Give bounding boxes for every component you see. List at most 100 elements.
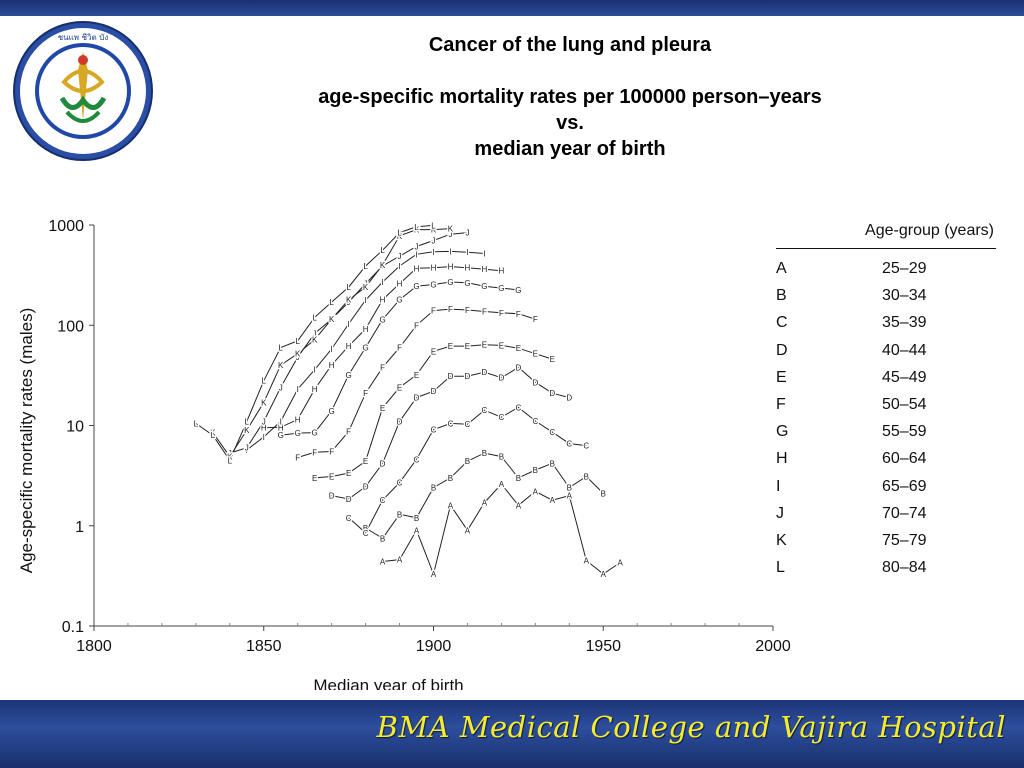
point-marker-c: C	[549, 428, 555, 437]
legend-key: L	[776, 559, 785, 577]
point-marker-h: H	[261, 424, 267, 433]
point-marker-c: C	[431, 426, 437, 435]
x-tick-label: 1950	[585, 638, 621, 655]
point-marker-k: K	[295, 350, 301, 359]
point-marker-i: I	[246, 446, 248, 455]
point-marker-e: E	[499, 341, 504, 350]
point-marker-d: D	[532, 378, 538, 387]
legend-range: 65–69	[882, 477, 927, 495]
x-tick-label: 1850	[246, 638, 282, 655]
point-marker-c: C	[414, 455, 420, 464]
point-marker-k: K	[397, 232, 403, 241]
point-marker-g: G	[346, 371, 352, 380]
point-marker-j: J	[228, 449, 232, 458]
point-marker-b: B	[380, 534, 385, 543]
point-marker-j: J	[279, 383, 283, 392]
point-marker-l: L	[295, 337, 300, 346]
point-marker-i: I	[280, 417, 282, 426]
legend-key: B	[776, 287, 787, 305]
point-marker-f: F	[465, 306, 470, 315]
point-marker-k: K	[244, 426, 250, 435]
point-marker-d: D	[380, 459, 386, 468]
legend-key: J	[776, 504, 784, 522]
point-marker-c: C	[566, 440, 572, 449]
point-marker-g: G	[278, 431, 284, 440]
point-marker-i: I	[432, 248, 434, 257]
point-marker-g: G	[413, 282, 419, 291]
legend-item-j: J 70–74	[776, 500, 996, 527]
point-marker-b: B	[414, 514, 419, 523]
title-line-3: vs.	[556, 112, 584, 134]
legend-range: 55–59	[882, 423, 927, 441]
point-marker-i: I	[483, 249, 485, 258]
point-marker-c: C	[499, 413, 505, 422]
point-marker-c: C	[363, 529, 369, 538]
x-tick-label: 2000	[755, 638, 791, 655]
point-marker-e: E	[329, 472, 334, 481]
point-marker-l: L	[245, 417, 250, 426]
point-marker-j: J	[398, 252, 402, 261]
point-marker-h: H	[431, 264, 437, 273]
legend-item-b: B 30–34	[776, 282, 996, 309]
point-marker-g: G	[379, 316, 385, 325]
point-marker-d: D	[414, 394, 420, 403]
legend-range: 25–29	[882, 260, 927, 277]
series-line-g	[280, 281, 519, 436]
legend-item-l: L 80–84	[776, 554, 996, 581]
point-marker-a: A	[380, 557, 386, 566]
point-marker-h: H	[329, 361, 335, 370]
point-marker-e: E	[465, 342, 470, 351]
point-marker-e: E	[397, 383, 402, 392]
legend-item-f: F 50–54	[776, 391, 996, 418]
point-marker-b: B	[516, 474, 521, 483]
point-marker-f: F	[380, 363, 385, 372]
point-marker-b: B	[448, 474, 453, 483]
point-marker-b: B	[363, 524, 368, 533]
point-marker-e: E	[380, 404, 385, 413]
point-marker-a: A	[618, 558, 624, 567]
legend-divider	[776, 248, 996, 249]
point-marker-k: K	[261, 398, 267, 407]
point-marker-l: L	[211, 431, 216, 440]
point-marker-c: C	[465, 420, 471, 429]
logo-text-top: ชนแพ ชีวิต บัง	[58, 33, 109, 42]
point-marker-e: E	[414, 371, 419, 380]
point-marker-k: K	[431, 226, 437, 235]
point-marker-b: B	[550, 459, 555, 468]
point-marker-d: D	[482, 368, 488, 377]
point-marker-i: I	[381, 278, 383, 287]
point-marker-d: D	[515, 363, 521, 372]
legend-item-k: K 75–79	[776, 527, 996, 554]
series-line-d	[331, 366, 570, 500]
point-marker-f: F	[397, 343, 402, 352]
point-marker-g: G	[515, 286, 521, 295]
point-marker-d: D	[549, 389, 555, 398]
legend-item-c: C 35–39	[776, 309, 996, 336]
point-marker-e: E	[533, 350, 538, 359]
y-tick-label: 1	[75, 519, 84, 536]
point-marker-a: A	[550, 496, 556, 505]
point-marker-e: E	[550, 355, 555, 364]
mortality-chart: 1800 1850 1900 1950 20000.11101001000Median …	[17, 218, 791, 695]
point-marker-l: L	[329, 298, 334, 307]
point-marker-k: K	[414, 226, 420, 235]
point-marker-i: I	[297, 385, 299, 394]
legend-key: D	[776, 341, 788, 359]
point-marker-g: G	[295, 429, 301, 438]
point-marker-c: C	[482, 406, 488, 415]
point-marker-j: J	[448, 230, 452, 239]
point-marker-b: B	[499, 453, 504, 462]
series-line-b	[365, 452, 604, 539]
point-marker-a: A	[584, 557, 590, 566]
point-marker-h: H	[380, 296, 386, 305]
point-marker-d: D	[499, 374, 505, 383]
y-tick-label: 100	[57, 318, 84, 335]
point-marker-a: A	[516, 501, 522, 510]
legend-item-e: E 45–49	[776, 364, 996, 391]
legend-item-h: H 60–64	[776, 445, 996, 472]
point-marker-g: G	[312, 429, 318, 438]
point-marker-g: G	[464, 279, 470, 288]
y-tick-label: 10	[66, 419, 84, 436]
point-marker-e: E	[431, 347, 436, 356]
